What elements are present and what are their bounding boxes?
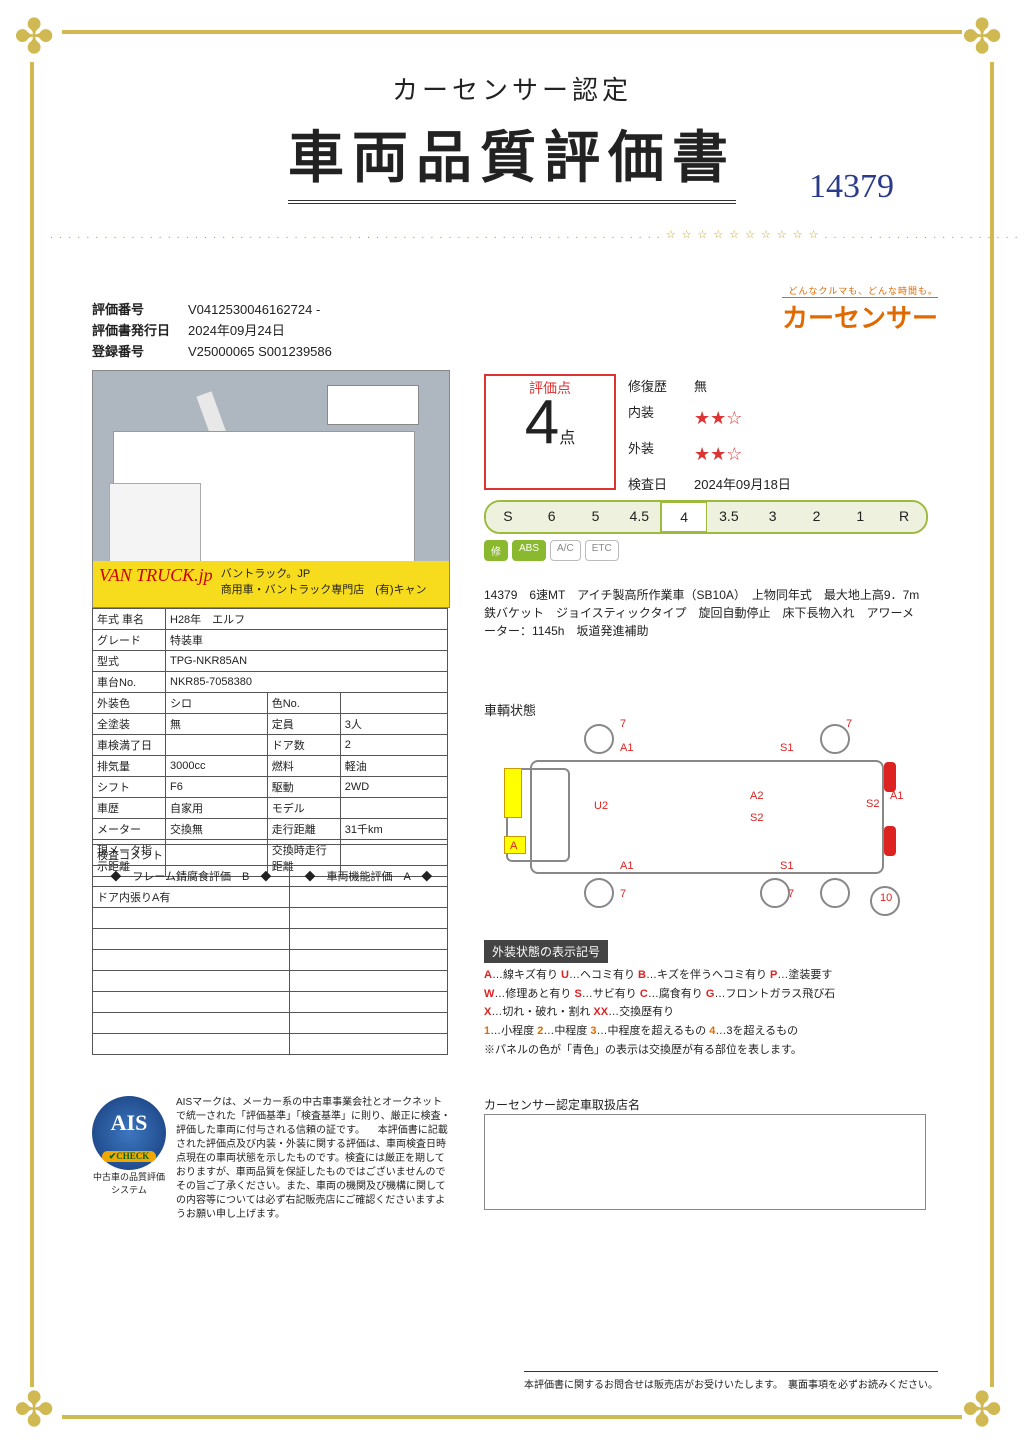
carsensor-logo: どんなクルマも、どんな時間も。 カーセンサー — [782, 284, 938, 335]
dealer-label: カーセンサー認定車取扱店名 — [484, 1096, 640, 1113]
feature-badges: 修ABSA/CETC — [484, 540, 619, 561]
doc-subtitle: カーセンサー認定 — [50, 70, 974, 107]
ais-badge-icon: AIS ✔CHECK — [92, 1096, 166, 1170]
corner-ornament: ✤ — [962, 14, 1010, 62]
meta-block: 評価番号V0412530046162724 - 評価書発行日2024年09月24… — [92, 300, 332, 362]
ais-block: AIS ✔CHECK 中古車の品質評価システム AISマークは、メーカー系の中古… — [92, 1096, 452, 1222]
inspection-table: 検査コメント ◆ フレーム錆腐食評価 B ◆◆ 車両機能評価 A ◆ ドア内張り… — [92, 844, 448, 1055]
vehicle-detail-table: 年式 車名H28年 エルフグレード特装車型式TPG-NKR85AN車台No.NK… — [92, 608, 448, 877]
legend-header: 外装状態の表示記号 — [484, 940, 608, 963]
description-text: 14379 6速MT アイチ製高所作業車（SB10A） 上物同年式 最大地上高9… — [484, 586, 924, 640]
rating-scale: S654.543.5321R — [484, 500, 928, 534]
vehicle-photo: VAN TRUCK.jp バントラック。JP 商用車・バントラック専門店 (有)… — [92, 370, 450, 608]
score-section: 評価点 4点 修復歴無 内装★★☆ 外装★★☆ 検査日2024年09月18日 — [484, 374, 791, 498]
corner-ornament: ✤ — [962, 1387, 1010, 1435]
legend-body: A…線キズ有り U…ヘコミ有り B…キズを伴うヘコミ有り P…塗装要すW…修理あ… — [484, 966, 924, 1059]
footer-note: 本評価書に関するお問合せは販売店がお受けいたします。 裏面事項を必ずお読みくださ… — [524, 1371, 938, 1391]
corner-ornament: ✤ — [14, 14, 62, 62]
diagram-label: 車輌状態 — [484, 700, 536, 719]
handwritten-number: 14379 — [809, 168, 894, 206]
dealer-box — [484, 1114, 926, 1210]
vehicle-diagram: 77A1S1U2A2S2S2A1A1S17710A — [500, 720, 910, 910]
doc-title: 車両品質評価書 — [288, 113, 736, 204]
corner-ornament: ✤ — [14, 1387, 62, 1435]
divider-dots: ........................................… — [50, 228, 974, 241]
